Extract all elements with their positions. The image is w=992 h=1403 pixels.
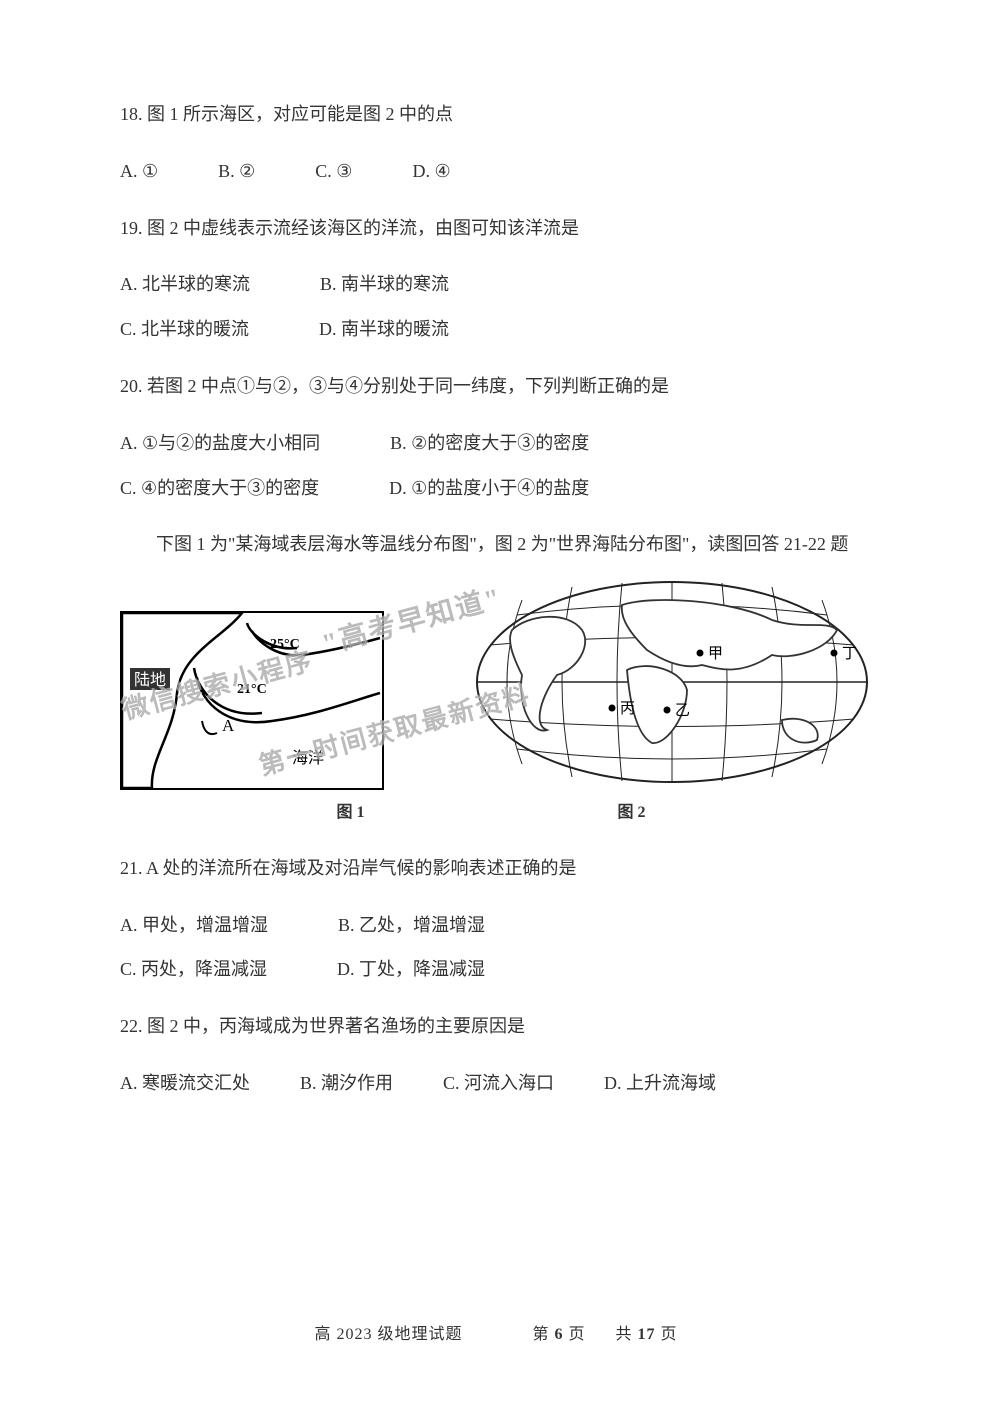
q18-opt-c: C. ③ [315,157,352,186]
q20-opt-a: A. ①与②的盐度大小相同 [120,429,320,458]
figure-1: 陆地 A 海洋 25°C 21°C [120,611,384,790]
fig1-temp21: 21°C [237,682,267,697]
q22-opt-c: C. 河流入海口 [443,1069,554,1098]
fig2-ding: 丁 [842,646,857,662]
footer-total-suffix: 页 [656,1326,678,1343]
footer-total-num: 17 [638,1326,656,1343]
q19-opt-a: A. 北半球的寒流 [120,270,250,299]
exam-page: 18. 图 1 所示海区，对应可能是图 2 中的点 A. ① B. ② C. ③… [0,0,992,1403]
q18-opt-d: D. ④ [412,157,450,186]
fig2-yi: 乙 [675,703,690,719]
fig1-caption: 图 1 [336,800,364,826]
q21-opt-c: C. 丙处，降温减湿 [120,955,267,984]
q19-opt-c: C. 北半球的暖流 [120,315,249,344]
q19-opt-d: D. 南半球的暖流 [319,315,449,344]
q18-options: A. ① B. ② C. ③ D. ④ [120,157,872,186]
q21-row1: A. 甲处，增温增湿 B. 乙处，增温增湿 [120,911,872,940]
footer-total-prefix: 共 [616,1326,638,1343]
q21-opt-d: D. 丁处，降温减湿 [337,955,485,984]
q19-text: 19. 图 2 中虚线表示流经该海区的洋流，由图可知该洋流是 [120,214,872,243]
q20-text: 20. 若图 2 中点①与②，③与④分别处于同一纬度，下列判断正确的是 [120,372,872,401]
q22-opt-a: A. 寒暖流交汇处 [120,1069,250,1098]
q22-opt-d: D. 上升流海域 [604,1069,716,1098]
q21-opt-a: A. 甲处，增温增湿 [120,911,268,940]
q18-opt-b: B. ② [218,157,255,186]
figure-captions: 图 1 图 2 [120,800,872,826]
fig2-bing: 丙 [620,701,635,717]
fig1-temp25: 25°C [270,637,300,652]
q20-opt-d: D. ①的盐度小于④的盐度 [389,474,589,503]
q22-options: A. 寒暖流交汇处 B. 潮汐作用 C. 河流入海口 D. 上升流海域 [120,1069,872,1098]
figures-row: 陆地 A 海洋 25°C 21°C [120,575,872,790]
q22-text: 22. 图 2 中，丙海域成为世界著名渔场的主要原因是 [120,1012,872,1041]
q19-opt-b: B. 南半球的寒流 [320,270,449,299]
q21-row2: C. 丙处，降温减湿 D. 丁处，降温减湿 [120,955,872,984]
fig2-caption: 图 2 [617,800,645,826]
q19-row1: A. 北半球的寒流 B. 南半球的寒流 [120,270,872,299]
fig1-A-label: A [222,716,235,735]
q19-row2: C. 北半球的暖流 D. 南半球的暖流 [120,315,872,344]
q20-opt-b: B. ②的密度大于③的密度 [390,429,589,458]
footer-page-prefix: 第 [532,1326,554,1343]
page-footer: 高 2023 级地理试题 第 6 页 共 17 页 [0,1322,992,1348]
fig1-land-label: 陆地 [134,671,166,689]
q21-text: 21. A 处的洋流所在海域及对沿岸气候的影响表述正确的是 [120,854,872,883]
fig1-ocean-label: 海洋 [292,749,324,767]
q20-opt-c: C. ④的密度大于③的密度 [120,474,319,503]
q20-row2: C. ④的密度大于③的密度 D. ①的盐度小于④的盐度 [120,474,872,503]
intro-21-22: 下图 1 为"某海域表层海水等温线分布图"，图 2 为"世界海陆分布图"，读图回… [120,530,872,559]
footer-page-suffix: 页 [563,1326,585,1343]
fig2-jia: 甲 [708,646,723,662]
footer-left: 高 2023 级地理试题 [314,1326,462,1343]
figure-2: 甲 乙 丙 丁 [472,575,872,790]
q18-opt-a: A. ① [120,157,158,186]
q20-row1: A. ①与②的盐度大小相同 B. ②的密度大于③的密度 [120,429,872,458]
q21-opt-b: B. 乙处，增温增湿 [338,911,485,940]
q18-text: 18. 图 1 所示海区，对应可能是图 2 中的点 [120,100,872,129]
q22-opt-b: B. 潮汐作用 [300,1069,393,1098]
